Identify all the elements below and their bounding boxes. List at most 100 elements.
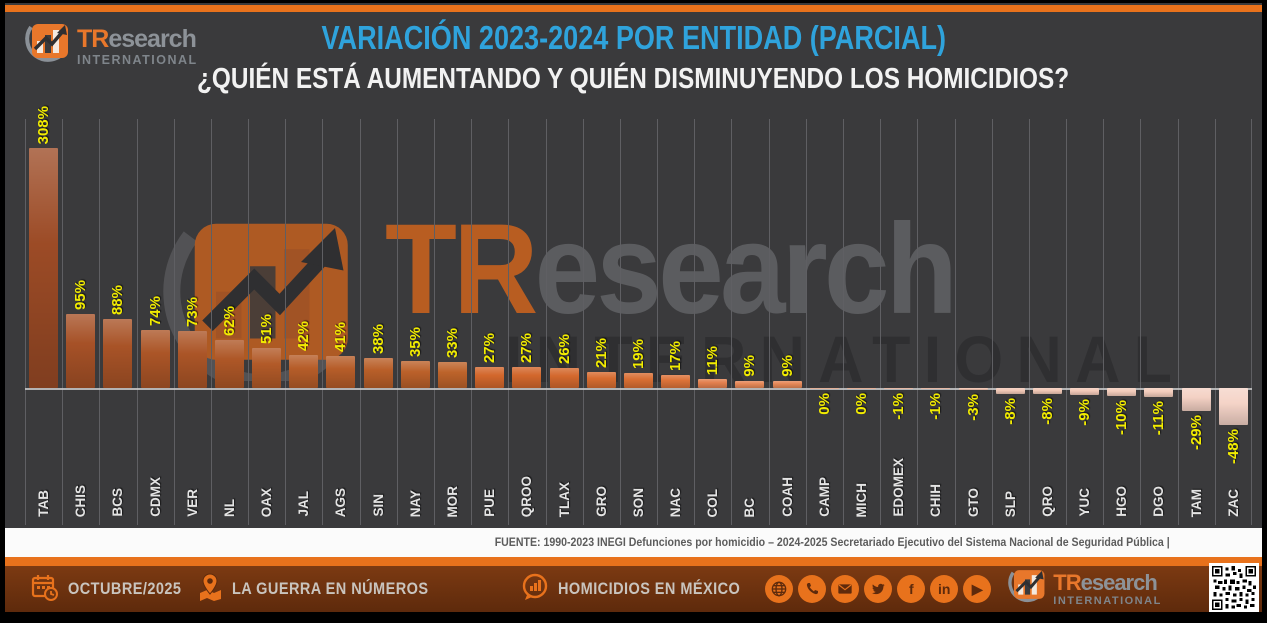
value-label: 33% — [444, 327, 461, 358]
gridline — [769, 119, 770, 525]
gridline — [620, 119, 621, 525]
value-label: 51% — [258, 313, 275, 344]
value-label: 9% — [741, 355, 758, 377]
gridline — [137, 119, 138, 525]
bar-tab — [29, 148, 58, 388]
state-label: JAL — [296, 491, 311, 517]
state-label: EDOMEX — [891, 458, 906, 517]
value-label: 27% — [481, 332, 498, 363]
gridline — [1103, 119, 1104, 525]
bar-zac — [1219, 388, 1248, 425]
youtube-icon[interactable]: ▶ — [963, 575, 992, 603]
value-label: 42% — [295, 320, 312, 351]
state-label: CHIH — [928, 484, 943, 517]
bar-mor — [438, 362, 467, 388]
value-label: 0% — [853, 393, 870, 415]
gridline — [843, 119, 844, 525]
bar-chart: TResearch INTERNATIONAL 308% TAB 95% CHIS 88… — [25, 106, 1252, 525]
state-label: AGS — [333, 487, 348, 517]
state-label: DGO — [1151, 486, 1166, 517]
state-label: COAH — [780, 477, 795, 517]
value-label: -29% — [1188, 415, 1205, 451]
bar-slp — [996, 388, 1025, 394]
value-label: 9% — [779, 355, 796, 377]
facebook-icon[interactable]: f — [897, 575, 926, 603]
gridline — [322, 119, 323, 525]
page-subtitle: ¿QUIÉN ESTÁ AUMENTANDO Y QUIÉN DISMINUYE… — [197, 63, 1070, 95]
state-label: TAM — [1189, 488, 1204, 517]
calendar-clock-icon — [31, 573, 59, 606]
logo-wordmark: TResearch — [1053, 569, 1158, 595]
value-label: 308% — [35, 105, 52, 144]
bar-tlax — [550, 368, 579, 388]
value-label: 41% — [332, 321, 349, 352]
state-label: TLAX — [557, 481, 572, 517]
mail-icon[interactable] — [831, 575, 860, 603]
state-label: GTO — [966, 487, 981, 517]
header-titles: VARIACIÓN 2023-2024 POR ENTIDAD (PARCIAL… — [5, 19, 1262, 96]
gridline — [99, 119, 100, 525]
value-label: -8% — [1039, 398, 1056, 425]
state-label: NAY — [408, 489, 423, 517]
gridline — [583, 119, 584, 525]
qr-code[interactable] — [1209, 563, 1259, 612]
state-label: CDMX — [148, 477, 163, 517]
bar-cdmx — [141, 330, 170, 388]
state-label: OAX — [259, 487, 274, 517]
gridline — [880, 119, 881, 525]
twitter-icon[interactable] — [864, 575, 893, 603]
source-strip: FUENTE: 1990-2023 INEGI Defunciones por … — [5, 528, 1262, 557]
state-label: CAMP — [817, 477, 832, 517]
footer-tresearch-logo: TResearch INTERNATIONAL — [1003, 567, 1162, 612]
state-label: GRO — [594, 486, 609, 517]
footer-date: OCTUBRE/2025 — [31, 573, 197, 606]
value-label: 19% — [630, 338, 647, 369]
bar-pue — [475, 367, 504, 388]
gridline — [1251, 119, 1252, 525]
page-title: VARIACIÓN 2023-2024 POR ENTIDAD (PARCIAL… — [321, 19, 946, 56]
logo-subtitle: INTERNATIONAL — [77, 52, 198, 67]
state-label: HGO — [1114, 486, 1129, 517]
footer-bar: OCTUBRE/2025 LA GUERRA EN NÚMEROS — [5, 566, 1262, 612]
value-label: -11% — [1150, 401, 1167, 436]
value-label: -48% — [1225, 429, 1242, 465]
state-label: TAB — [36, 490, 51, 517]
state-label: QRO — [1040, 486, 1055, 517]
map-pin-icon — [197, 572, 223, 606]
bar-sin — [364, 358, 393, 388]
gridline — [731, 119, 732, 525]
gridline — [806, 119, 807, 525]
bar-gto — [959, 388, 988, 390]
bar-col — [698, 379, 727, 388]
gridline — [174, 119, 175, 525]
zero-baseline — [25, 388, 1252, 390]
social-icons: f in ▶ — [765, 575, 992, 603]
bar-bc — [735, 381, 764, 388]
value-label: 27% — [518, 332, 535, 363]
bar-bcs — [103, 319, 132, 388]
gridline — [25, 119, 26, 525]
gridline — [434, 119, 435, 525]
value-label: 38% — [370, 323, 387, 354]
value-label: 73% — [184, 296, 201, 327]
gridline — [1140, 119, 1141, 525]
bar-qro — [1033, 388, 1062, 394]
state-label: PUE — [482, 489, 497, 517]
bar-chih — [921, 388, 950, 389]
value-label: 74% — [147, 295, 164, 326]
gridline — [248, 119, 249, 525]
bar-ags — [326, 356, 355, 388]
footer-topic: HOMICIDIOS EN MÉXICO — [521, 573, 765, 606]
gridline — [955, 119, 956, 525]
bar-nac — [661, 375, 690, 388]
linkedin-icon[interactable]: in — [930, 575, 959, 603]
bar-chis — [66, 314, 95, 388]
phone-icon[interactable] — [798, 575, 827, 603]
state-label: QROO — [519, 475, 534, 517]
bar-nay — [401, 361, 430, 388]
value-label: 17% — [667, 340, 684, 371]
value-label: -1% — [927, 393, 944, 420]
bar-camp — [810, 388, 839, 389]
globe-icon[interactable] — [765, 575, 794, 603]
watermark: TResearch INTERNATIONAL — [125, 206, 1221, 397]
